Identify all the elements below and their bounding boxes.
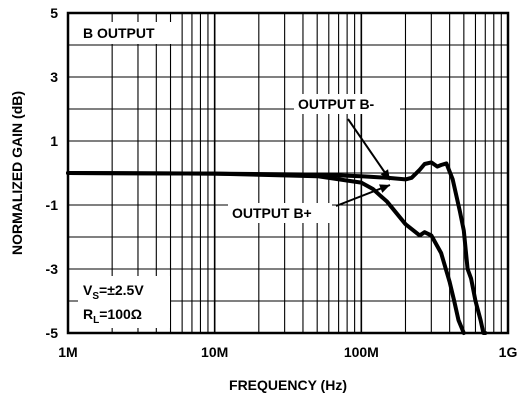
y-tick-label: -5 [46,325,59,341]
box-label-text: B OUTPUT [83,25,155,41]
x-tick-label: 1M [58,344,77,360]
test-conditions: VS=±2.5V RL=100Ω [78,276,170,328]
vs-main: V [83,282,93,298]
annotation-b-plus-background [228,203,332,223]
y-tick-labels: 5 3 1 -1 -3 -5 [46,5,59,341]
annotation-b-minus-background [294,94,400,114]
y-tick-label: -1 [46,197,59,213]
y-tick-label: 5 [50,5,58,21]
y-tick-label: 3 [50,69,58,85]
load-resistance-label: RL=100Ω [83,306,142,326]
y-axis-label: NORMALIZED GAIN (dB) [9,91,25,255]
x-axis-label: FREQUENCY (Hz) [229,377,347,393]
test-conditions-background [78,276,170,328]
annotation-b-minus-arrow [347,118,391,181]
vs-value: =±2.5V [99,282,144,298]
x-tick-labels: 1M 10M 100M 1G [58,344,517,360]
annotation-output-b-plus: OUTPUT B+ [232,205,312,221]
annotation-output-b-minus: OUTPUT B- [298,96,375,112]
box-label-background [78,22,176,44]
x-tick-label: 10M [201,344,228,360]
series-line-output-b-plus [66,171,466,335]
x-tick-label: 100M [344,344,379,360]
series-layer [66,160,488,335]
box-label: B OUTPUT [78,22,176,44]
supply-voltage-label: VS=±2.5V [83,282,144,302]
vs-subscript: S [92,291,99,302]
y-tick-label: 1 [50,133,58,149]
annotation-b-minus-arrowhead [380,169,390,180]
rl-main: R [83,306,93,322]
rl-subscript: L [93,315,99,326]
annotation-b-plus-arrowhead [379,184,390,193]
y-tick-label: -3 [46,261,59,277]
series-line-output-b-minus [66,160,488,335]
plot-frame [66,11,510,335]
rl-value: =100Ω [99,306,142,322]
x-tick-label: 1G [499,344,517,360]
series-annotations: OUTPUT B- OUTPUT B+ [228,94,400,223]
